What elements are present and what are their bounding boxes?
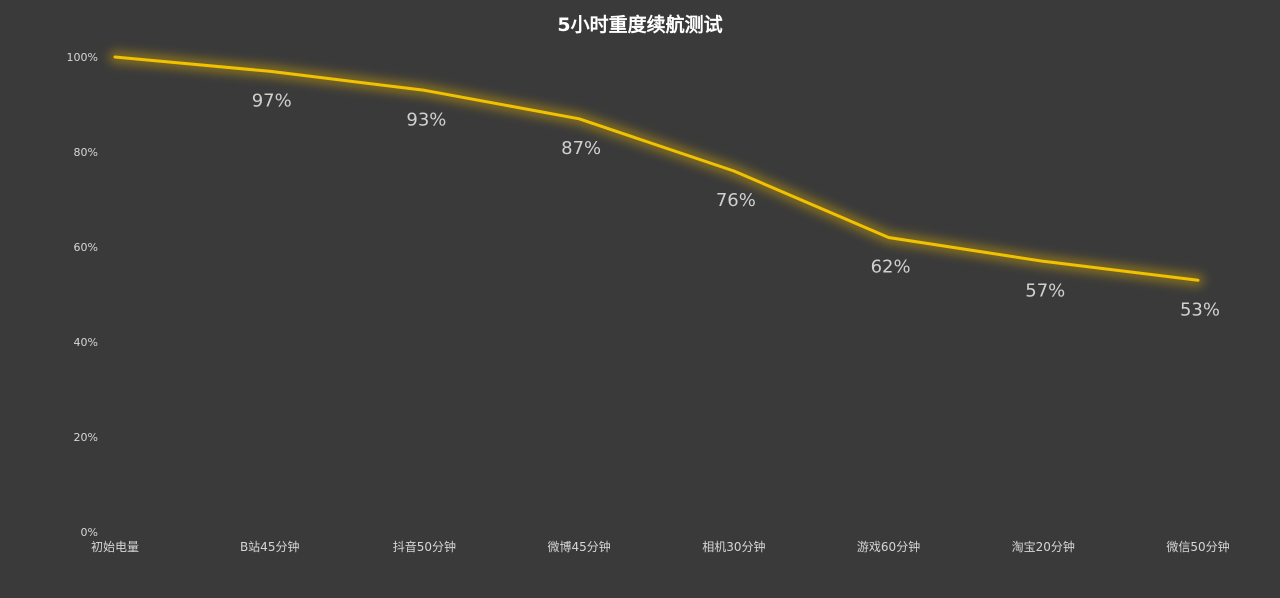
data-labels: 97% 93% 87% 76% 62% 57% 53%: [252, 90, 1220, 320]
data-label: 53%: [1180, 299, 1220, 320]
y-tick-label: 40%: [74, 336, 98, 349]
chart-title: 5小时重度续航测试: [557, 13, 722, 36]
y-tick-label: 20%: [74, 431, 98, 444]
x-axis-ticks: 初始电量 B站45分钟 抖音50分钟 微博45分钟 相机30分钟 游戏60分钟 淘宝20分钟…: [91, 539, 1230, 554]
x-tick-label: 微博45分钟: [548, 539, 611, 554]
y-tick-label: 60%: [74, 241, 98, 254]
x-tick-label: 相机30分钟: [702, 539, 765, 554]
x-tick-label: B站45分钟: [240, 539, 300, 554]
data-label: 57%: [1025, 280, 1065, 301]
x-tick-label: 初始电量: [91, 540, 139, 554]
data-label: 87%: [561, 138, 601, 159]
x-tick-label: 淘宝20分钟: [1012, 539, 1075, 554]
series-layer: [109, 51, 1204, 287]
x-tick-label: 抖音50分钟: [393, 539, 456, 554]
x-tick-label: 游戏60分钟: [857, 539, 920, 554]
data-label: 97%: [252, 90, 292, 111]
y-tick-label: 0%: [81, 526, 98, 539]
data-label: 62%: [871, 257, 911, 278]
series-line: [113, 55, 1200, 282]
y-tick-label: 100%: [67, 51, 98, 64]
y-axis-ticks: 0% 20% 40% 60% 80% 100%: [67, 51, 98, 539]
data-label: 76%: [716, 190, 756, 211]
y-tick-label: 80%: [74, 146, 98, 159]
data-label: 93%: [406, 109, 446, 130]
x-tick-label: 微信50分钟: [1166, 539, 1229, 554]
